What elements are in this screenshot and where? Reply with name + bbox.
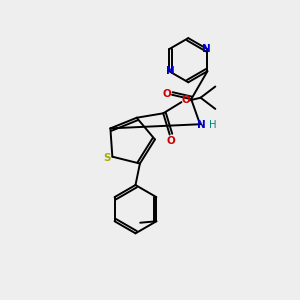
Text: O: O [166, 136, 175, 146]
Text: S: S [103, 153, 111, 163]
Text: O: O [182, 95, 190, 105]
Text: N: N [202, 44, 210, 54]
Text: O: O [163, 88, 171, 99]
Text: N: N [166, 66, 175, 76]
Text: H: H [209, 120, 216, 130]
Text: N: N [197, 120, 206, 130]
